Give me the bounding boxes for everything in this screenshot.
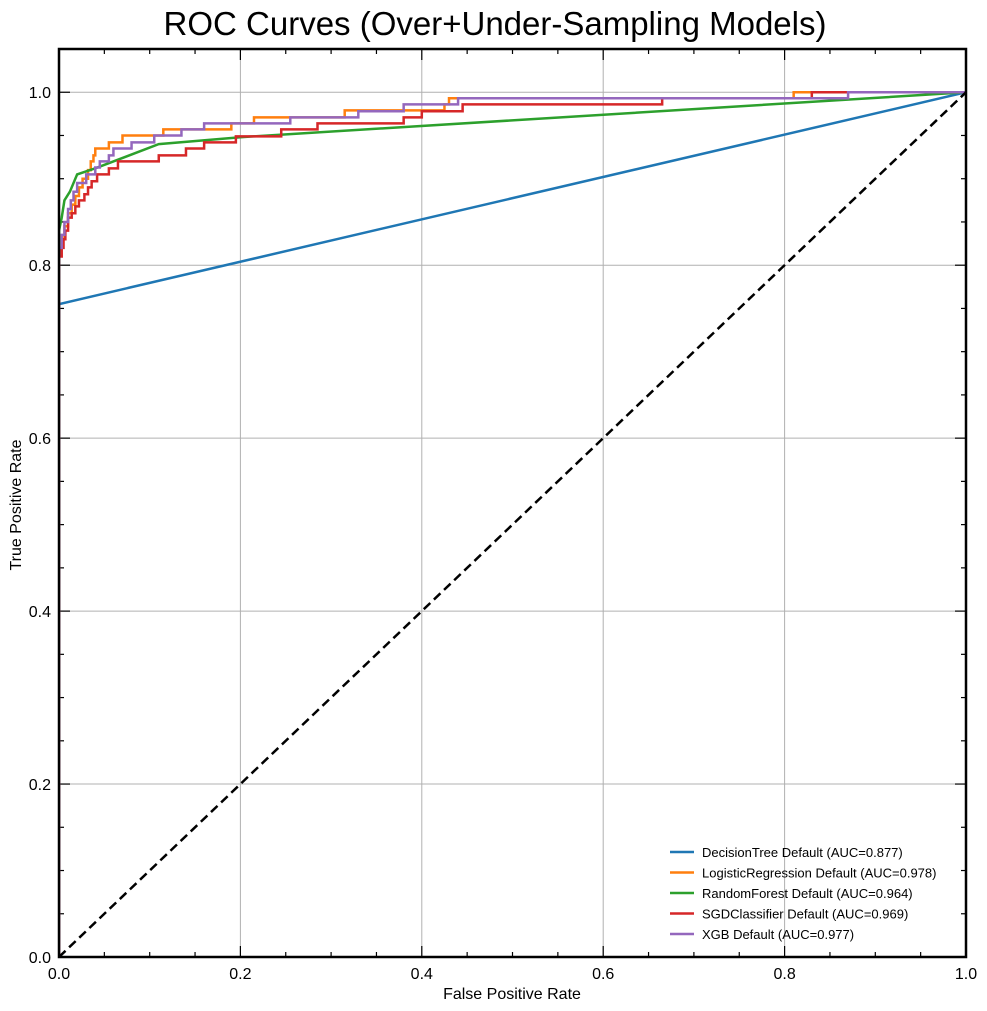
y-tick-label: 1.0: [29, 85, 51, 102]
x-tick-label: 1.0: [955, 966, 977, 983]
legend-label-1: LogisticRegression Default (AUC=0.978): [702, 866, 936, 881]
legend-label-3: SGDClassifier Default (AUC=0.969): [702, 907, 908, 922]
x-tick-label: 0.4: [411, 966, 433, 983]
y-axis-label: True Positive Rate: [8, 439, 25, 570]
x-tick-label: 0.0: [48, 966, 70, 983]
series-line-2: [59, 90, 966, 957]
chart-title: ROC Curves (Over+Under-Sampling Models): [164, 5, 827, 42]
legend-label-2: RandomForest Default (AUC=0.964): [702, 886, 913, 901]
legend-label-4: XGB Default (AUC=0.977): [702, 927, 854, 942]
series-line-4: [59, 90, 966, 957]
series-line-3: [59, 90, 966, 957]
y-tick-label: 0.6: [29, 431, 51, 448]
grid-lines: [59, 49, 966, 957]
series-line-0: [59, 91, 966, 957]
legend: DecisionTree Default (AUC=0.877) Logistic…: [670, 845, 936, 942]
y-tick-label: 0.0: [29, 950, 51, 967]
legend-label-0: DecisionTree Default (AUC=0.877): [702, 845, 903, 860]
x-tick-label: 0.6: [592, 966, 614, 983]
series-lines: [59, 90, 966, 957]
y-tick-label: 0.2: [29, 777, 51, 794]
y-tick-label: 0.4: [29, 604, 51, 621]
x-tick-label: 0.8: [773, 966, 795, 983]
x-tick-label: 0.2: [229, 966, 251, 983]
reference-diagonal-line: [59, 91, 966, 957]
y-tick-label: 0.8: [29, 258, 51, 275]
tick-labels: 0.0 0.2 0.4 0.6 0.8 1.0 0.0 0.2 0.4 0.6 0.8 1.0: [29, 85, 977, 983]
x-axis-label: False Positive Rate: [443, 986, 581, 1003]
plot-frame: [57, 47, 968, 959]
